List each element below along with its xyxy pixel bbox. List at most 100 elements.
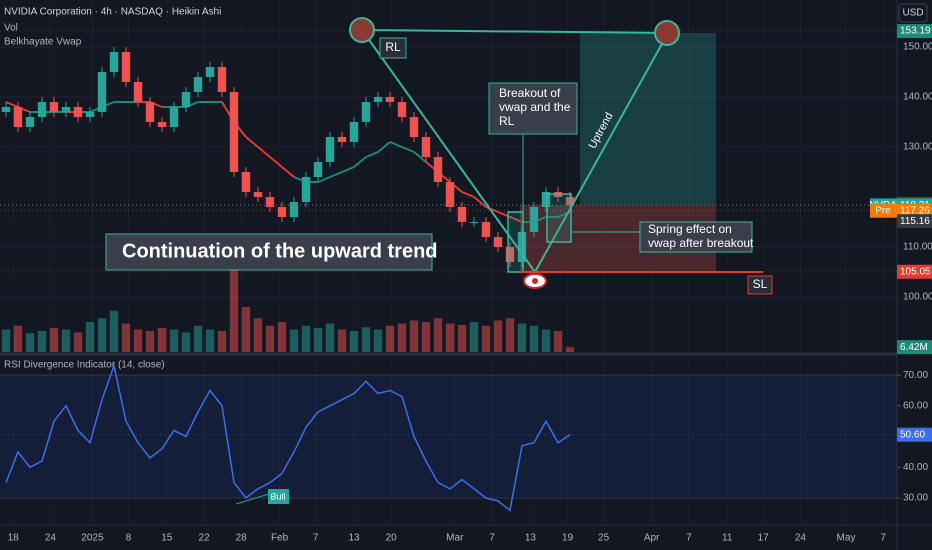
candle-body <box>109 52 119 72</box>
x-tick-label: 7 <box>880 533 886 544</box>
candle-body <box>157 122 167 127</box>
x-tick-label: 15 <box>161 533 173 544</box>
rl-label: RL <box>385 40 401 54</box>
continuation-label: Continuation of the upward trend <box>122 240 438 262</box>
sl-label-box <box>747 275 773 295</box>
y-tick-label: 140.00 <box>903 92 932 103</box>
volume-label: 6.42M <box>900 342 928 353</box>
y-tick-label: 110.00 <box>903 242 932 253</box>
candle-body <box>469 222 479 223</box>
candle-body <box>97 72 107 112</box>
vwap-segment <box>269 156 283 168</box>
breakout-box <box>488 82 578 135</box>
x-tick-label: 24 <box>795 533 807 544</box>
volume-bar <box>217 331 227 352</box>
candle-body <box>265 197 275 207</box>
vwap-segment <box>461 191 475 198</box>
vwap-segment <box>317 176 331 183</box>
volume-bar <box>517 323 527 352</box>
candle-body <box>277 207 287 217</box>
candle-body <box>397 102 407 117</box>
price-name-box <box>870 203 897 218</box>
candle-body <box>421 137 431 157</box>
volume-bar <box>169 329 179 352</box>
rsi-tick-label: 70.00 <box>903 370 928 381</box>
uptrend-line <box>534 32 669 273</box>
anchor <box>654 20 680 46</box>
candle-body <box>517 232 527 262</box>
volume-bar <box>277 322 287 352</box>
header-title: NVIDIA Corporation · 4h · NASDAQ · Heiki… <box>4 7 221 18</box>
x-tick-label: 8 <box>126 533 132 544</box>
rl-top-line <box>361 29 669 34</box>
volume-bar <box>133 329 143 352</box>
volume-bar <box>361 327 371 352</box>
volume-bar <box>109 310 119 352</box>
candle-body <box>409 117 419 137</box>
volume-bar <box>289 329 299 352</box>
indicator: Vol <box>4 23 18 34</box>
candle-body <box>481 222 491 237</box>
rsi-band <box>0 375 897 498</box>
divergence-line <box>235 489 283 505</box>
volume-bar <box>253 318 263 352</box>
rsi-pane <box>0 363 901 512</box>
candles <box>0 30 897 352</box>
breakout-line: Breakout of <box>499 86 561 100</box>
currency-button[interactable] <box>898 3 928 23</box>
volume-bar <box>121 323 131 352</box>
box <box>507 211 524 273</box>
candle-body <box>337 137 347 142</box>
x-tick-label: 7 <box>489 533 495 544</box>
candle-body <box>433 157 443 182</box>
candle-body <box>49 102 59 112</box>
vwap-segment <box>401 146 415 153</box>
candle-body <box>241 172 251 192</box>
candle-body <box>1 107 11 112</box>
x-tick-label: 2025 <box>81 533 104 544</box>
candle-body <box>73 107 83 117</box>
volume-bar <box>565 347 575 352</box>
rsi-tick-label: 30.00 <box>903 493 928 504</box>
candle-body <box>541 192 551 207</box>
volume-bar <box>145 331 155 352</box>
vwap-segment <box>5 101 19 108</box>
sl-label: SL <box>753 277 768 291</box>
x-tick-label: 13 <box>525 533 537 544</box>
candle-body <box>169 107 179 127</box>
candle-body <box>385 97 395 102</box>
vwap-segment <box>353 156 367 168</box>
price-label: 117.26 <box>900 205 930 216</box>
x-tick-label: 17 <box>758 533 770 544</box>
x-tick-label: 18 <box>8 533 20 544</box>
volume-bar <box>229 269 239 352</box>
volume-bar <box>1 329 11 352</box>
spring-line: Spring effect on <box>648 222 732 236</box>
price-label: 153.19 <box>900 26 931 37</box>
volume-bar <box>469 322 479 352</box>
candle-body <box>253 192 263 197</box>
candle-body <box>61 107 71 112</box>
breakout-line: vwap and the <box>499 100 571 114</box>
vwap-segment <box>377 141 391 153</box>
volume-bar <box>385 325 395 352</box>
price-label-box <box>897 24 932 39</box>
candle-body <box>505 247 515 262</box>
volume-bar <box>25 333 35 352</box>
candle-body <box>313 162 323 177</box>
x-tick-label: Feb <box>271 533 289 544</box>
breakout-line: RL <box>499 114 515 128</box>
spring-line: vwap after breakout <box>648 236 754 250</box>
price-name: Pre <box>875 205 891 216</box>
price-label-box <box>897 214 932 229</box>
volume-bar <box>37 331 47 352</box>
currency: USD <box>902 8 923 19</box>
x-tick-label: 28 <box>236 533 248 544</box>
volume-bar <box>505 318 515 352</box>
candle-body <box>373 97 383 102</box>
anchor <box>349 17 375 43</box>
candle-body <box>493 237 503 247</box>
rsi-label: 50.60 <box>900 429 925 440</box>
